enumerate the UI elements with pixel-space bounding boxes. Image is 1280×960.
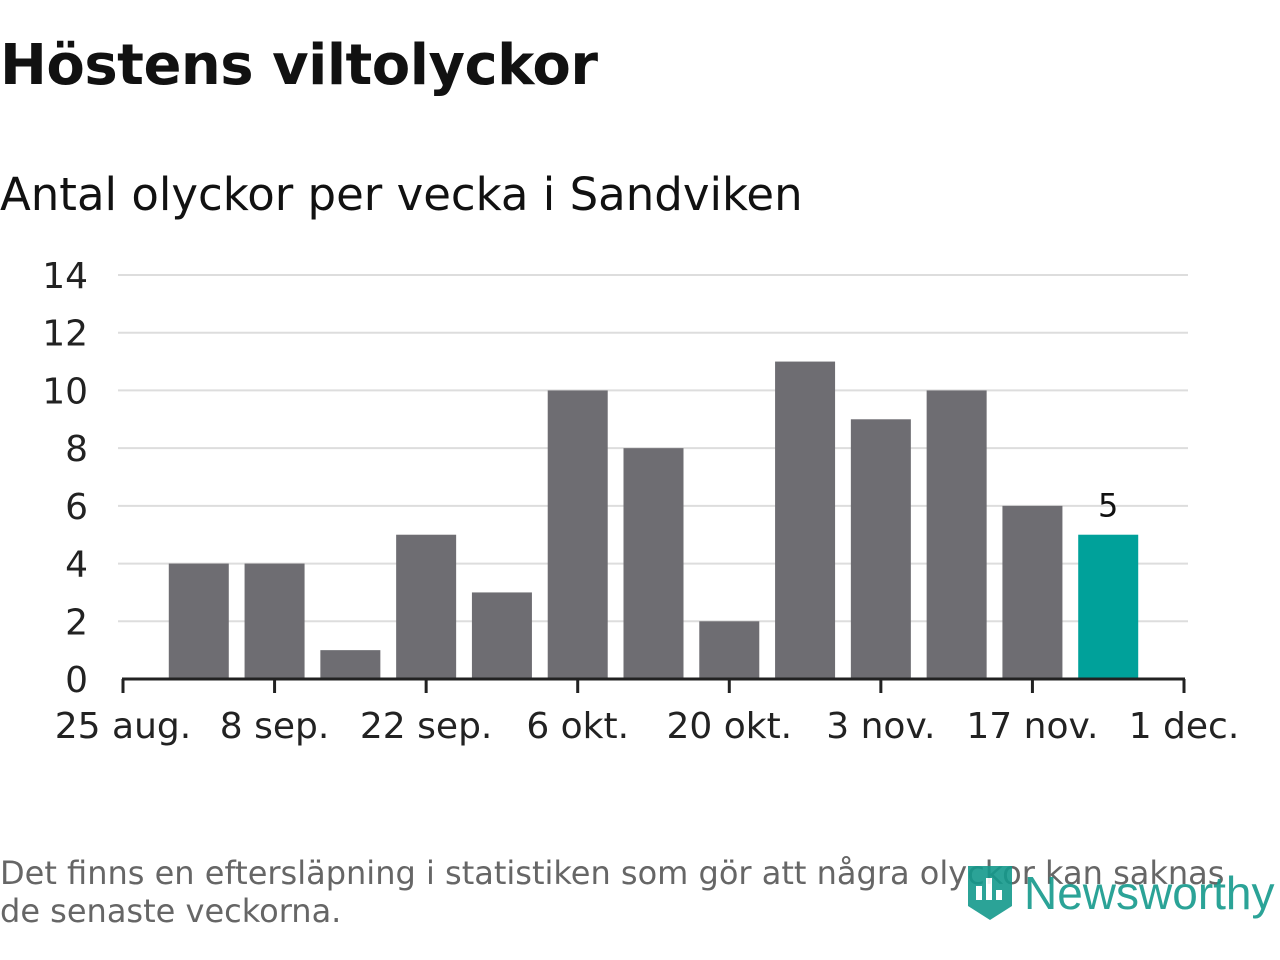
bar — [1078, 534, 1139, 679]
y-tick-label: 10 — [42, 371, 88, 412]
bar-chart: 0 2 4 6 8 10 12 14 25 aug. 8 sep. 22 sep. 6 okt. 20… — [42, 256, 1240, 747]
x-tick-label: 25 aug. — [55, 706, 191, 747]
bar — [396, 534, 457, 679]
bar — [320, 650, 381, 679]
x-tick-label: 8 sep. — [220, 706, 330, 747]
bar — [1002, 505, 1063, 679]
bars — [168, 361, 1139, 679]
bar — [850, 419, 911, 679]
bar — [775, 361, 836, 679]
y-tick-labels: 0 2 4 6 8 10 12 14 — [42, 256, 88, 701]
y-tick-label: 12 — [42, 314, 88, 355]
bar — [244, 563, 305, 679]
x-tick-label: 3 nov. — [826, 706, 935, 747]
bar — [926, 390, 987, 679]
brand-logo: Newsworthy — [964, 862, 1275, 924]
chart-title: Höstens viltolyckor — [0, 33, 598, 98]
x-tick-label: 22 sep. — [360, 706, 492, 747]
x-tick-label: 6 okt. — [526, 706, 629, 747]
y-tick-label: 0 — [65, 660, 88, 701]
y-tick-label: 4 — [65, 545, 88, 586]
bar — [623, 448, 684, 679]
chart-subtitle: Antal olyckor per vecka i Sandviken — [0, 168, 803, 221]
footnote: Det finns en eftersläpning i statistiken… — [0, 854, 1225, 930]
brand-name: Newsworthy — [1024, 867, 1275, 919]
y-tick-label: 14 — [42, 256, 88, 297]
y-tick-label: 6 — [65, 487, 88, 528]
newsworthy-logo-icon — [968, 866, 1012, 920]
bar — [699, 621, 760, 679]
x-axis: 25 aug. 8 sep. 22 sep. 6 okt. 20 okt. 3 nov. 1… — [55, 677, 1240, 747]
y-tick-label: 8 — [65, 429, 88, 470]
bar-value-label: 5 — [1098, 487, 1118, 525]
data-labels: 5 — [1098, 487, 1118, 525]
y-tick-label: 2 — [65, 602, 88, 643]
x-tick-label: 17 nov. — [966, 706, 1098, 747]
x-tick-label: 1 dec. — [1129, 706, 1240, 747]
bar — [547, 390, 608, 679]
bar — [471, 592, 532, 679]
x-tick-label: 20 okt. — [666, 706, 792, 747]
bar — [168, 563, 229, 679]
